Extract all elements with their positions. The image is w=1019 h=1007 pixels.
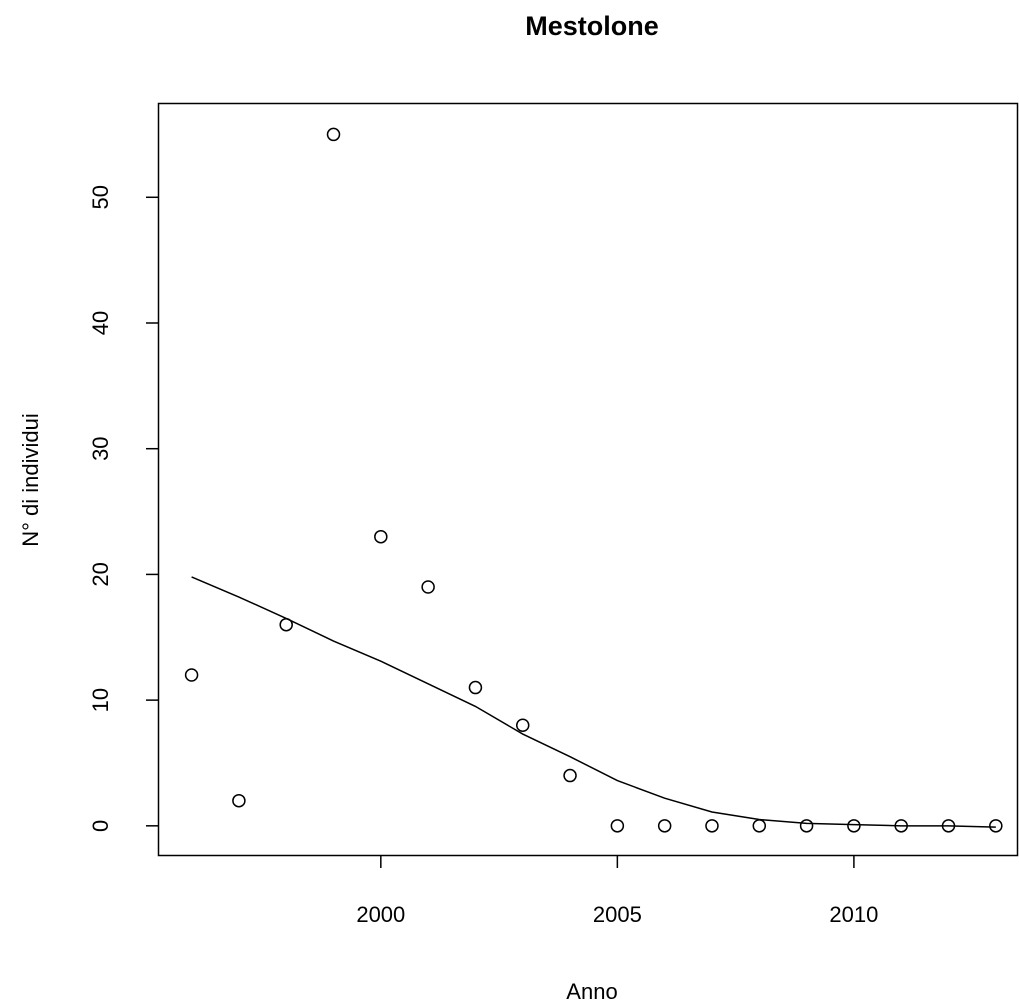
data-point [184, 668, 199, 682]
fit-line [191, 576, 996, 828]
data-point [563, 768, 577, 783]
y-tick-label: 40 [88, 311, 113, 335]
data-point [989, 819, 1003, 833]
data-point [799, 819, 814, 833]
data-point [752, 819, 767, 833]
data-point [847, 819, 861, 833]
data-point [374, 529, 388, 544]
y-axis-label: N° di individui [18, 413, 43, 547]
x-tick-label: 2000 [356, 902, 405, 927]
data-point [468, 680, 483, 695]
data-point [421, 580, 435, 594]
x-tick-label: 2010 [829, 902, 878, 927]
x-tick-label: 2005 [593, 902, 642, 927]
y-tick-label: 30 [88, 436, 113, 460]
plot-box [157, 102, 1019, 857]
data-point [515, 718, 530, 733]
x-axis-label: Anno [566, 979, 617, 1004]
data-point [705, 819, 719, 833]
y-tick-label: 50 [88, 185, 113, 209]
data-point [232, 793, 246, 808]
y-tick-label: 20 [88, 562, 113, 586]
y-tick-label: 0 [88, 820, 113, 832]
chart-title: Mestolone [525, 11, 659, 41]
data-point [326, 127, 341, 142]
y-tick-label: 10 [88, 688, 113, 712]
data-point [657, 819, 672, 833]
data-point [610, 819, 625, 833]
